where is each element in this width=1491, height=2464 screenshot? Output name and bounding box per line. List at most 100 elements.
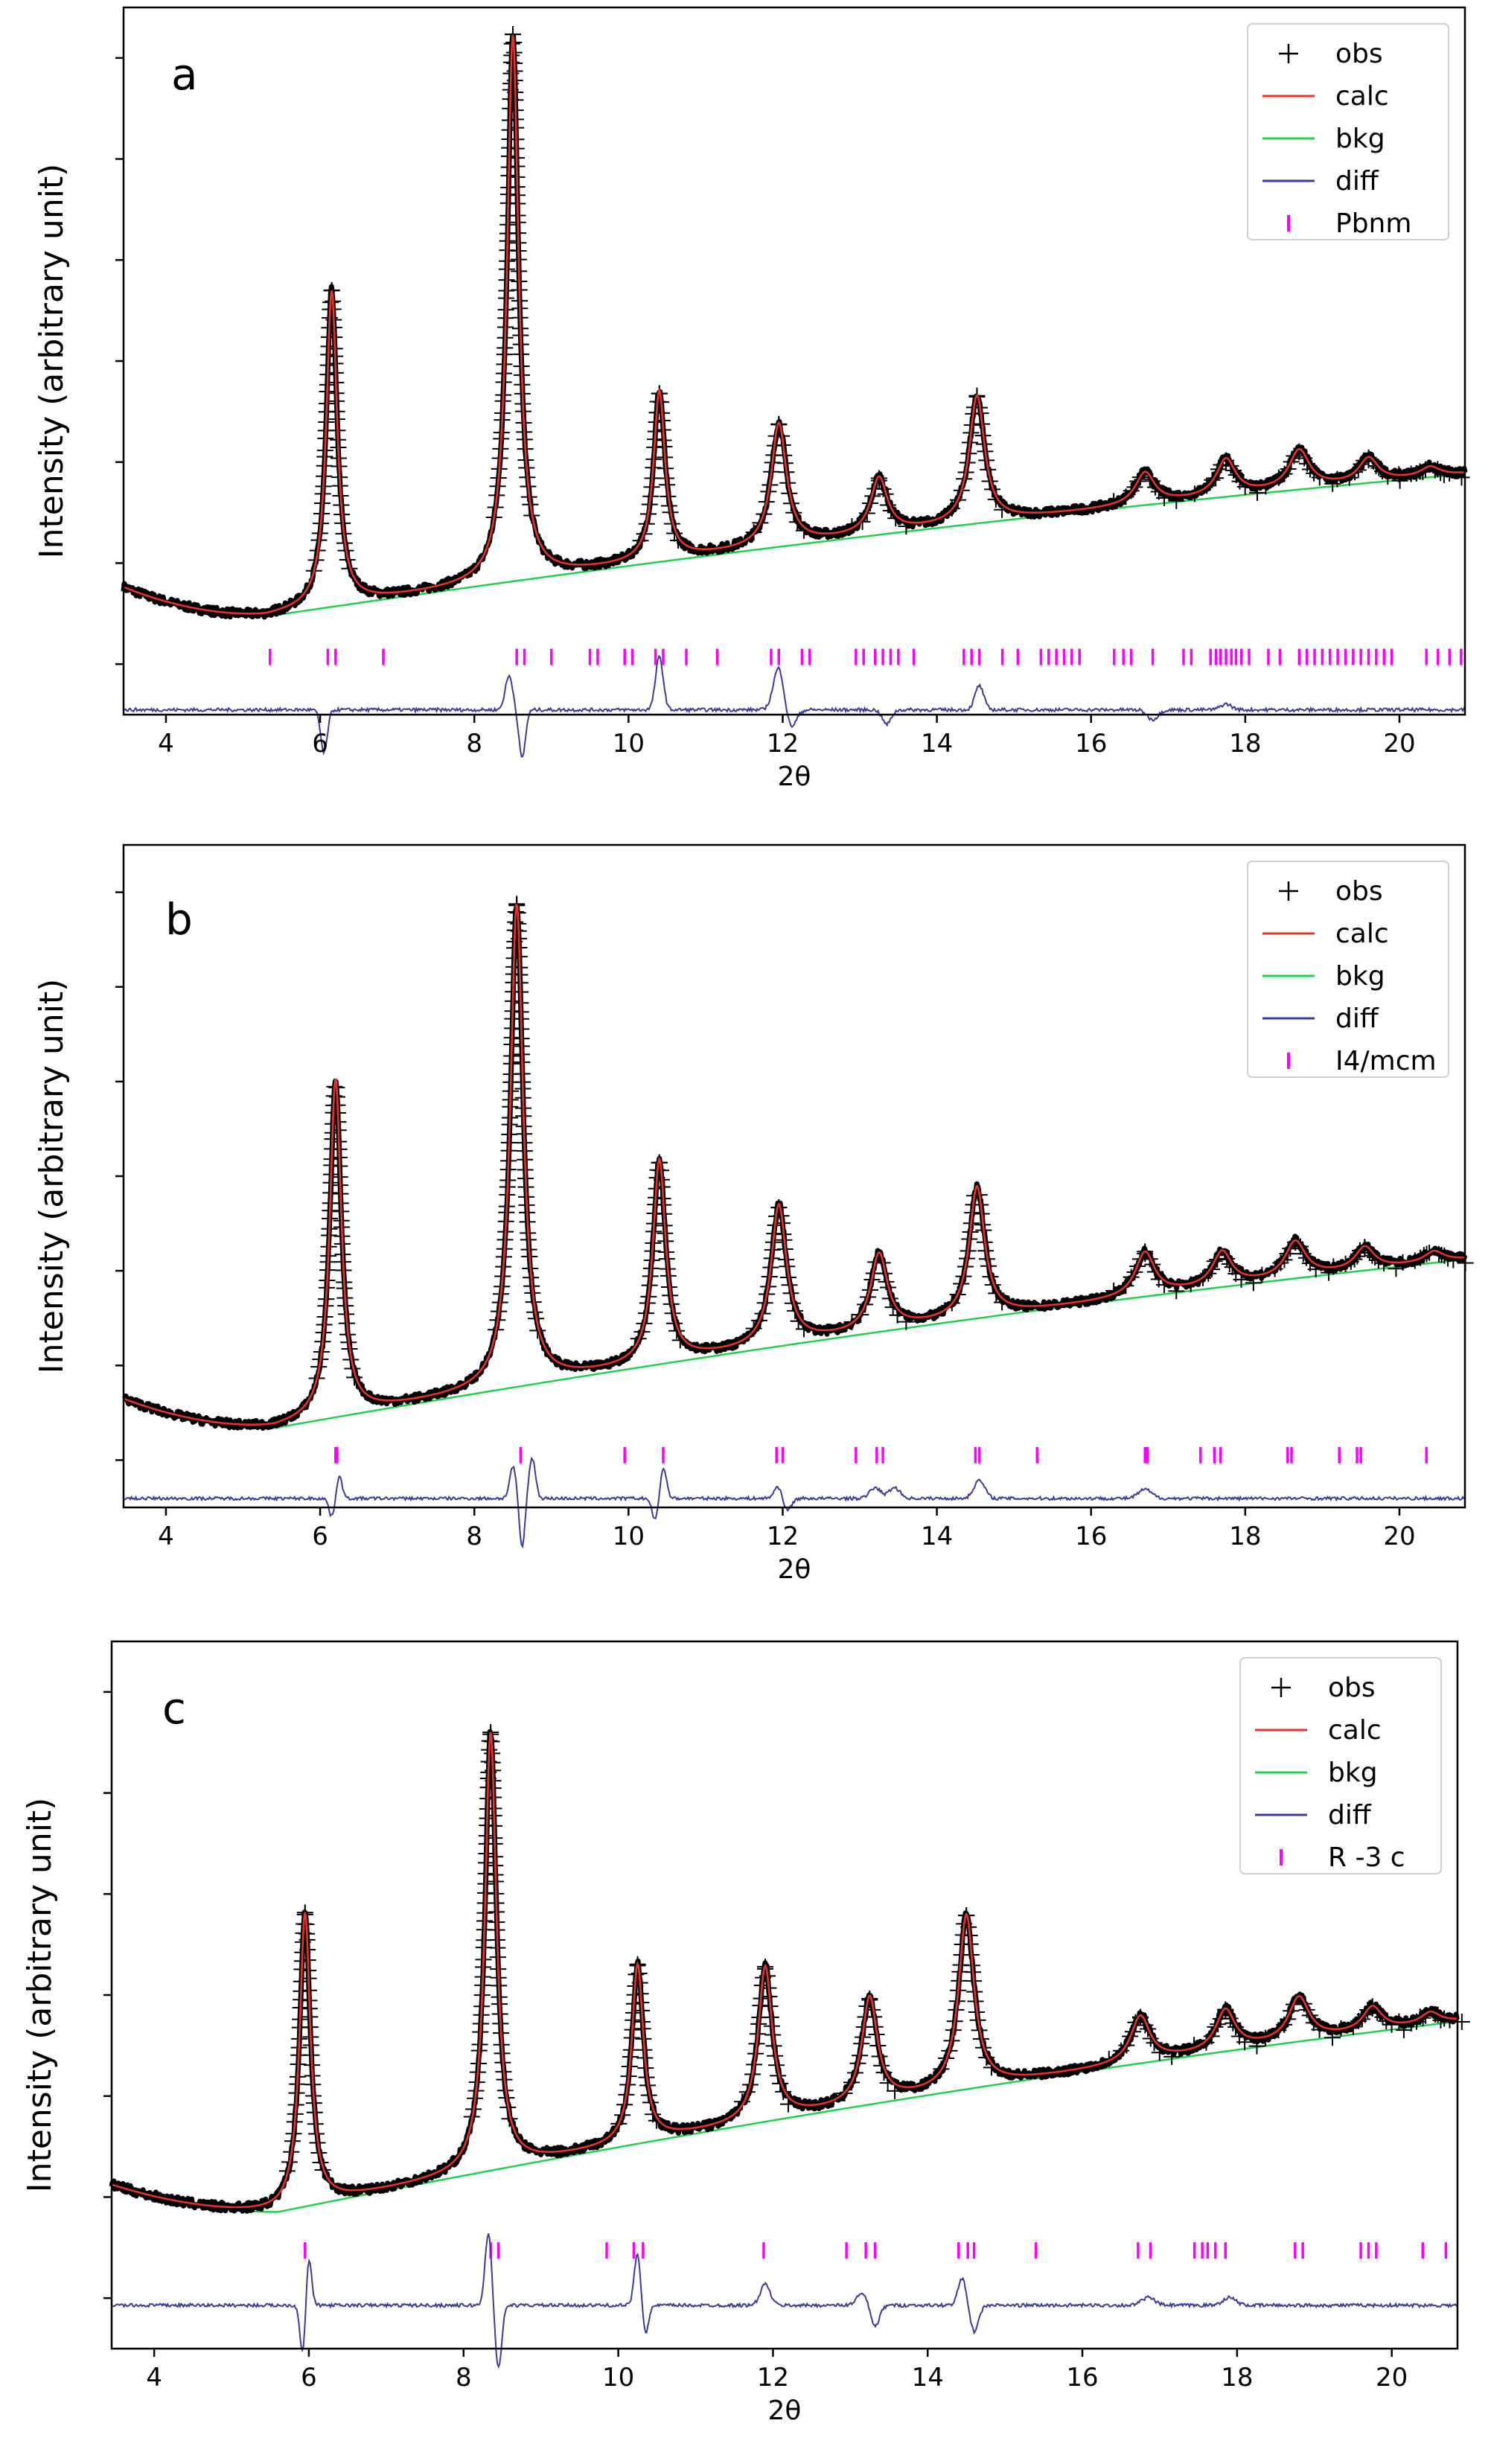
obs-marker xyxy=(1427,2006,1444,2023)
obs-marker xyxy=(1224,1259,1241,1276)
diff-line xyxy=(111,2233,1458,2369)
obs-marker xyxy=(757,1960,774,1977)
x-tick-label: 4 xyxy=(158,729,174,759)
legend-label-bkg: bkg xyxy=(1328,1758,1378,1788)
obs-marker xyxy=(1227,2019,1245,2036)
x-tick-label: 6 xyxy=(301,2363,317,2393)
legend-label-bkg: bkg xyxy=(1335,124,1385,154)
y-axis: Intensity (arbitrary unit) xyxy=(33,57,124,666)
y-axis: Intensity (arbitrary unit) xyxy=(33,891,124,1461)
obs-marker xyxy=(1297,1249,1315,1266)
x-tick-label: 14 xyxy=(912,2363,944,2393)
legend: obs calc bkg diff I4/mcm xyxy=(1247,861,1449,1078)
obs-marker xyxy=(1306,465,1323,482)
panel-label: c xyxy=(162,1683,186,1734)
obs-peak-markers xyxy=(1183,1251,1262,1293)
y-axis-label: Intensity (arbitrary unit) xyxy=(21,1798,59,2193)
obs-marker xyxy=(1353,2011,1370,2028)
obs-marker xyxy=(779,2096,796,2113)
panel-label: b xyxy=(165,894,193,945)
legend-label-obs: obs xyxy=(1335,876,1383,907)
legend-label-diff: diff xyxy=(1335,166,1379,197)
obs-marker xyxy=(1249,484,1266,501)
obs-marker xyxy=(734,2093,751,2110)
obs-marker xyxy=(887,510,904,527)
x-axis-label: 2θ xyxy=(778,1554,811,1585)
y-axis: Intensity (arbitrary unit) xyxy=(21,1691,112,2299)
x-tick-label: 14 xyxy=(921,729,953,759)
obs-marker xyxy=(1204,1261,1221,1278)
legend-label-calc: calc xyxy=(1328,1715,1382,1746)
legend-label-calc: calc xyxy=(1335,81,1389,112)
obs-marker xyxy=(651,1155,668,1171)
y-axis-label: Intensity (arbitrary unit) xyxy=(33,979,71,1374)
x-tick-label: 20 xyxy=(1376,2363,1408,2393)
x-tick-label: 18 xyxy=(1229,729,1261,759)
obs-marker xyxy=(861,1991,878,2008)
obs-peak-markers xyxy=(944,1187,1011,1312)
legend-label-diff: diff xyxy=(1335,1003,1379,1034)
reflection-ticks xyxy=(304,2242,1448,2259)
x-tick-label: 16 xyxy=(1066,2363,1098,2393)
legend-label-obs: obs xyxy=(1328,1673,1376,1703)
obs-marker xyxy=(1146,2034,1163,2052)
obs-marker xyxy=(1141,470,1158,488)
x-tick-label: 6 xyxy=(312,1522,328,1551)
x-axis-label: 2θ xyxy=(768,2396,802,2426)
diff-line xyxy=(123,1456,1466,1549)
obs-peak-markers xyxy=(610,1956,665,2132)
obs-marker xyxy=(770,1199,788,1216)
x-tick-label: 16 xyxy=(1075,1522,1107,1551)
obs-peak-markers xyxy=(1257,1996,1341,2046)
obs-peak-markers xyxy=(1325,1239,1405,1277)
x-tick-label: 10 xyxy=(602,2363,634,2393)
obs-marker xyxy=(1417,2007,1434,2024)
obs-marker xyxy=(1346,1251,1363,1268)
diff-line xyxy=(123,654,1466,758)
x-tick-label: 16 xyxy=(1075,729,1107,759)
x-tick-label: 4 xyxy=(158,1522,174,1551)
obs-marker xyxy=(1217,2002,1234,2019)
panel-b: 4 6 8 10 12 14 16 18 20 2θ Intensity (arbitrary un… xyxy=(33,845,1474,1585)
legend-label-ticks: I4/mcm xyxy=(1335,1046,1437,1076)
obs-marker xyxy=(1248,2037,1265,2055)
y-axis-label: Intensity (arbitrary unit) xyxy=(33,164,71,559)
obs-marker xyxy=(854,513,871,530)
x-tick-label: 6 xyxy=(312,729,328,759)
obs-marker xyxy=(1305,2014,1322,2031)
x-tick-label: 20 xyxy=(1383,729,1415,759)
x-tick-label: 20 xyxy=(1383,1522,1415,1551)
x-axis: 4 6 8 10 12 14 16 18 20 2θ xyxy=(146,2349,1408,2426)
panel-label: a xyxy=(171,49,198,100)
calc-line xyxy=(123,34,1465,615)
obs-marker xyxy=(1356,1239,1373,1256)
panel-c: 4 6 8 10 12 14 16 18 20 2θ Intensity (arbitrary un… xyxy=(21,1641,1470,2426)
x-tick-label: 8 xyxy=(456,2363,472,2393)
obs-marker xyxy=(1225,462,1242,479)
legend-label-bkg: bkg xyxy=(1335,961,1385,992)
obs-marker xyxy=(1207,470,1225,487)
legend-label-ticks: R -3 c xyxy=(1328,1842,1405,1873)
legend-obs-marker xyxy=(1271,1678,1291,1697)
bkg-line xyxy=(111,2020,1458,2213)
panel-a: 4 6 8 10 12 14 16 18 20 2θ Intensity (arbitrary un… xyxy=(33,7,1470,792)
obs-marker xyxy=(1287,1233,1304,1251)
bkg-line xyxy=(123,473,1466,618)
x-tick-label: 18 xyxy=(1229,1522,1261,1551)
obs-marker xyxy=(1146,1263,1163,1280)
legend-box xyxy=(1247,23,1449,240)
legend-box xyxy=(1239,1657,1442,1874)
obs-marker xyxy=(870,470,887,487)
obs-marker xyxy=(1100,2050,1117,2067)
legend: obs calc bkg diff R -3 c xyxy=(1239,1657,1442,1874)
obs-peak-markers xyxy=(630,1154,689,1349)
x-tick-label: 8 xyxy=(466,1522,482,1551)
legend-obs-marker xyxy=(1279,881,1298,901)
obs-marker xyxy=(1217,452,1234,469)
obs-marker xyxy=(843,518,861,535)
obs-peak-markers xyxy=(488,896,546,1339)
legend-label-ticks: Pbnm xyxy=(1335,208,1411,239)
obs-marker xyxy=(1245,1274,1262,1292)
